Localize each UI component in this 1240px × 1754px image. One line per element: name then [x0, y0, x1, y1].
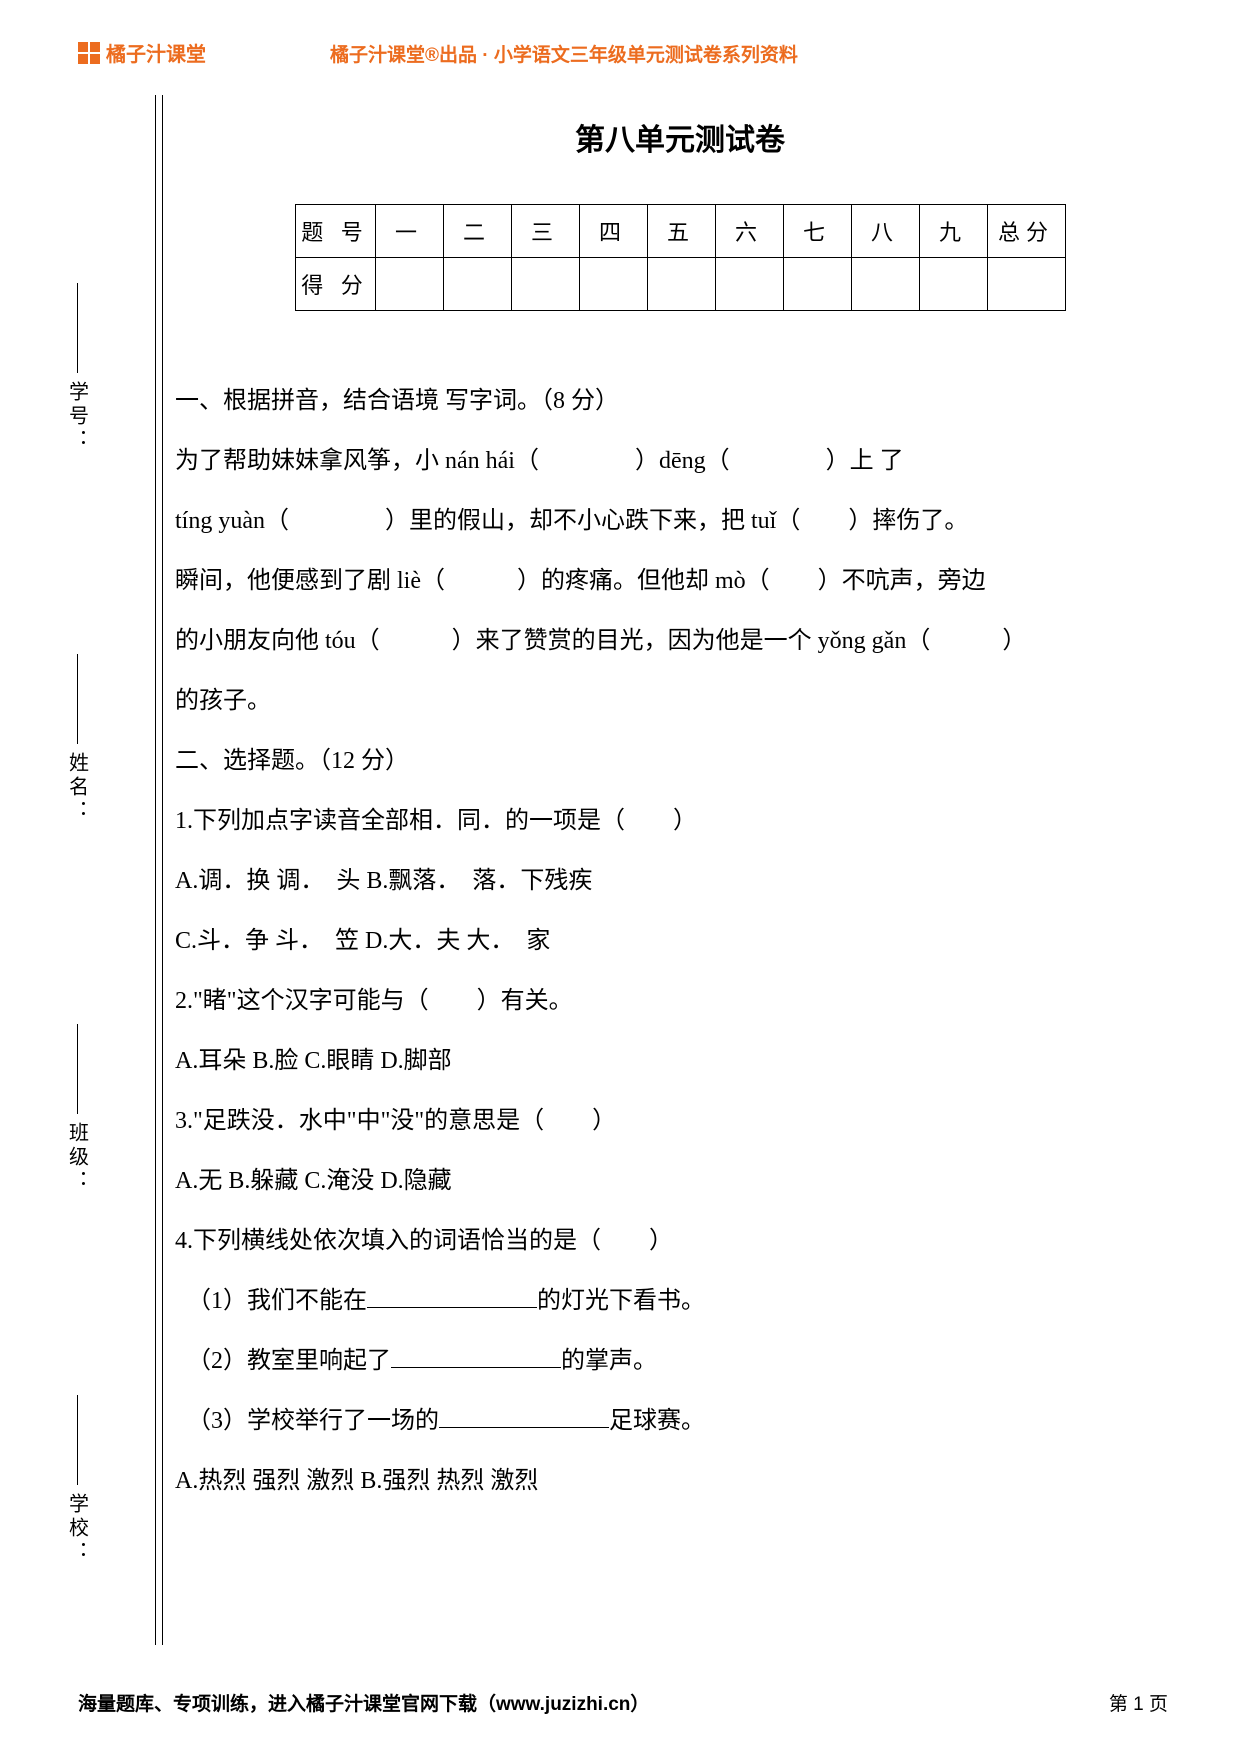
- sidebar-label: 班级：: [63, 1122, 92, 1194]
- footer-right: 第 1 页: [1109, 1689, 1168, 1716]
- sidebar-label: 学校：: [63, 1493, 92, 1565]
- option-line: A.调．换 调． 头 B.飘落． 落．下残疾: [175, 851, 1185, 911]
- score-cell: [919, 258, 987, 311]
- sidebar: 学号： 姓名： 班级： 学校：: [62, 95, 92, 1645]
- row-header: 题 号: [295, 205, 375, 258]
- column-header: 一: [375, 205, 443, 258]
- footer-left: 海量题库、专项训练，进入橘子汁课堂官网下载（www.juzizhi.cn）: [78, 1689, 649, 1716]
- sub-question: （2）教室里响起了 的掌声。: [175, 1331, 1185, 1391]
- sidebar-item-student-id: 学号：: [63, 275, 92, 453]
- section-title: 二、选择题。（12 分）: [175, 731, 1185, 791]
- text-line: 的孩子。: [175, 671, 1185, 731]
- column-header: 四: [579, 205, 647, 258]
- sub-text: 的掌声。: [561, 1348, 657, 1374]
- blank-underline: [367, 1307, 537, 1308]
- question: 3."足跌没．水中"中"没"的意思是（ ）: [175, 1091, 1185, 1151]
- column-header: 总分: [987, 205, 1065, 258]
- sidebar-item-class: 班级：: [63, 1016, 92, 1194]
- column-header: 三: [511, 205, 579, 258]
- body-text: 一、根据拼音，结合语境 写字词。（8 分） 为了帮助妹妹拿风筝，小 nán há…: [175, 371, 1185, 1511]
- blank-underline: [439, 1427, 609, 1428]
- question: 2."睹"这个汉字可能与（ ）有关。: [175, 971, 1185, 1031]
- score-cell: [443, 258, 511, 311]
- sidebar-item-school: 学校：: [63, 1387, 92, 1565]
- main-content: 第八单元测试卷 题 号 一 二 三 四 五 六 七 八 九 总分 得 分: [175, 95, 1185, 1511]
- option-line: A.热烈 强烈 激烈 B.强烈 热烈 激烈: [175, 1451, 1185, 1511]
- sub-question: （1）我们不能在 的灯光下看书。: [175, 1271, 1185, 1331]
- column-header: 二: [443, 205, 511, 258]
- score-table: 题 号 一 二 三 四 五 六 七 八 九 总分 得 分: [295, 204, 1066, 311]
- table-row: 题 号 一 二 三 四 五 六 七 八 九 总分: [295, 205, 1065, 258]
- option-line: C.斗．争 斗． 笠 D.大．夫 大． 家: [175, 911, 1185, 971]
- question: 1.下列加点字读音全部相．同．的一项是（ ）: [175, 791, 1185, 851]
- sidebar-label: 姓名：: [63, 752, 92, 824]
- score-cell: [715, 258, 783, 311]
- sidebar-label: 学号：: [63, 381, 92, 453]
- score-cell: [647, 258, 715, 311]
- option-line: A.耳朵 B.脸 C.眼睛 D.脚部: [175, 1031, 1185, 1091]
- sub-text: 足球赛。: [609, 1408, 705, 1434]
- column-header: 九: [919, 205, 987, 258]
- sub-text: （3）学校举行了一场的: [199, 1408, 439, 1434]
- blank-underline: [391, 1367, 561, 1368]
- question: 4.下列横线处依次填入的词语恰当的是（ ）: [175, 1211, 1185, 1271]
- content-border-outer: [155, 95, 156, 1645]
- logo-text: 橘子汁课堂: [106, 38, 206, 67]
- score-cell: [851, 258, 919, 311]
- score-cell: [783, 258, 851, 311]
- text-line: 为了帮助妹妹拿风筝，小 nán hái（ ）dēng（ ）上 了: [175, 431, 1185, 491]
- header-logo: 橘子汁课堂: [78, 38, 206, 67]
- column-header: 七: [783, 205, 851, 258]
- option-line: A.无 B.躲藏 C.淹没 D.隐藏: [175, 1151, 1185, 1211]
- page-title: 第八单元测试卷: [175, 115, 1185, 159]
- text-line: tíng yuàn（ ）里的假山，却不小心跌下来，把 tuǐ（ ）摔伤了。: [175, 491, 1185, 551]
- header-subtitle: 橘子汁课堂®出品 · 小学语文三年级单元测试卷系列资料: [330, 40, 798, 67]
- row-header: 得 分: [295, 258, 375, 311]
- sub-text: （1）我们不能在: [199, 1288, 367, 1314]
- footer: 海量题库、专项训练，进入橘子汁课堂官网下载（www.juzizhi.cn） 第 …: [78, 1689, 1168, 1716]
- score-cell: [511, 258, 579, 311]
- sub-question: （3）学校举行了一场的 足球赛。: [175, 1391, 1185, 1451]
- column-header: 五: [647, 205, 715, 258]
- sub-text: 的灯光下看书。: [537, 1288, 705, 1314]
- sidebar-item-name: 姓名：: [63, 646, 92, 824]
- score-cell: [375, 258, 443, 311]
- section-title: 一、根据拼音，结合语境 写字词。（8 分）: [175, 371, 1185, 431]
- text-line: 的小朋友向他 tóu（ ）来了赞赏的目光，因为他是一个 yǒng gǎn（ ）: [175, 611, 1185, 671]
- column-header: 六: [715, 205, 783, 258]
- score-cell: [987, 258, 1065, 311]
- table-row: 得 分: [295, 258, 1065, 311]
- content-border-inner: [162, 95, 163, 1645]
- text-line: 瞬间，他便感到了剧 liè（ ）的疼痛。但他却 mò（ ）不吭声，旁边: [175, 551, 1185, 611]
- column-header: 八: [851, 205, 919, 258]
- sub-text: （2）教室里响起了: [199, 1348, 391, 1374]
- logo-icon: [78, 42, 100, 64]
- score-cell: [579, 258, 647, 311]
